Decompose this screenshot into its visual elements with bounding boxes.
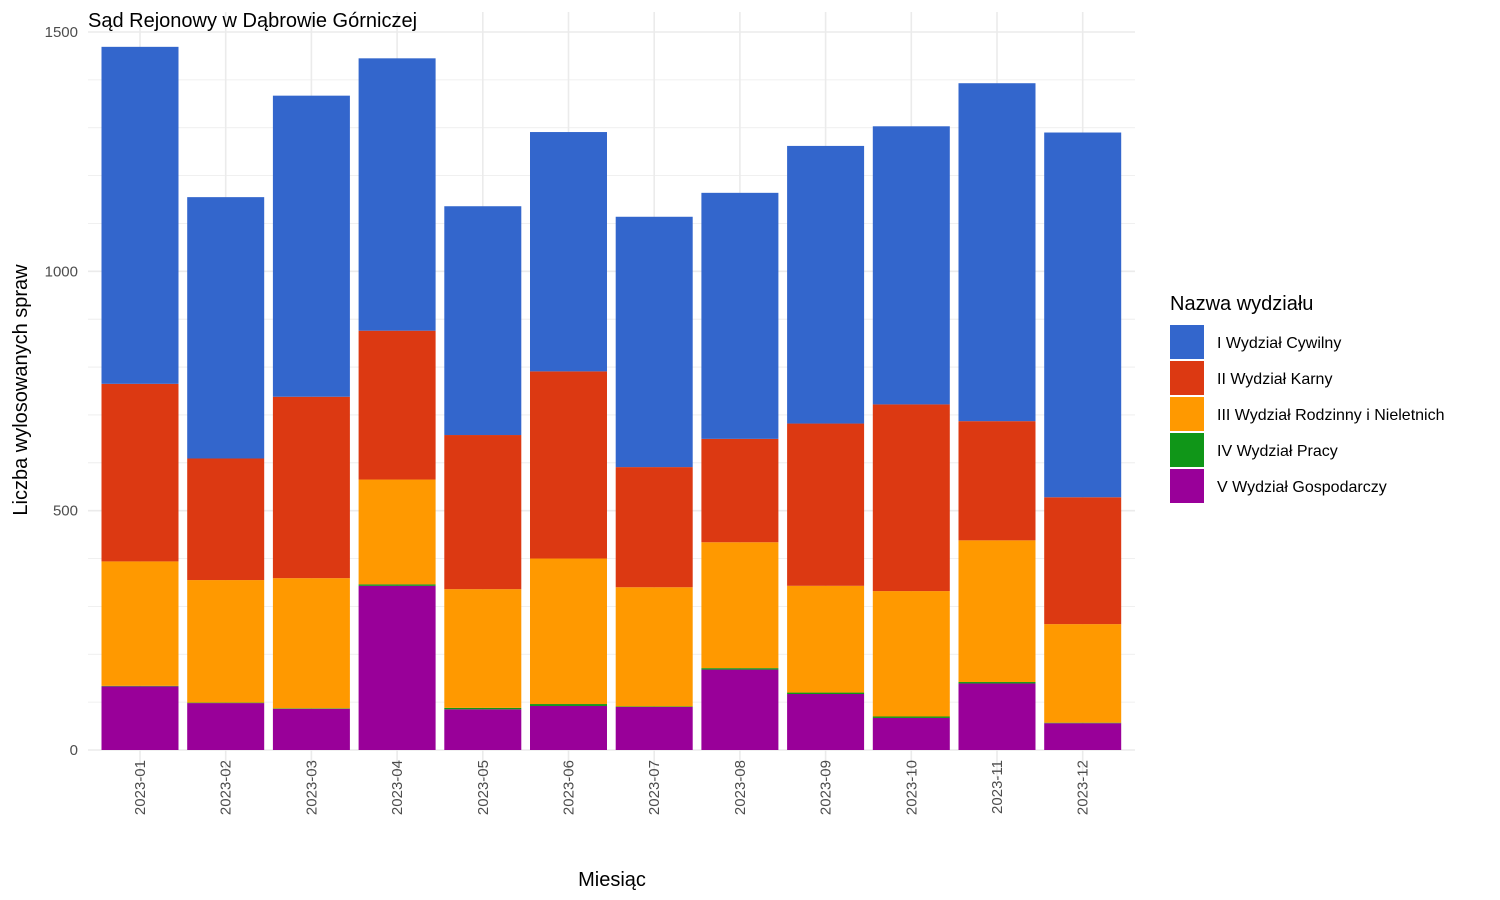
x-tick-label: 2023-12 [1075,760,1092,815]
bar-segment [358,330,436,480]
bar-segment [530,371,607,559]
x-tick-label: 2023-11 [989,760,1006,814]
bar-segment [444,589,522,708]
bar-segment [444,707,522,710]
bar-segment [272,578,350,709]
bar-segment [958,83,1036,422]
legend-swatch [1170,361,1204,395]
bar-segment [358,584,436,586]
bar-segment [272,95,350,397]
bar-segment [872,591,950,717]
bar-segment [787,585,865,693]
bar-segment [530,558,607,705]
bar-segment [615,216,693,468]
legend: Nazwa wydziału I Wydział Cywilny II Wydzi… [1170,293,1445,503]
bar-segment [701,668,779,670]
bar-segment [615,587,693,707]
legend-swatch [1170,433,1204,467]
bar-segment [872,716,950,718]
x-tick-label: 2023-06 [561,760,578,815]
bar-segment [1044,497,1122,625]
bar-segment [615,706,693,750]
chart-title: Sąd Rejonowy w Dąbrowie Górniczej [88,10,417,32]
x-tick-label: 2023-02 [218,760,235,815]
bar-segment [872,404,950,592]
bar-segment [1044,723,1122,750]
bar-segment [101,383,179,562]
y-tick-label: 1000 [45,263,78,280]
y-axis-ticks: 0 500 1000 1500 [45,24,78,759]
bar-segment [787,693,865,750]
bar-segment [872,717,950,750]
bar-segment [872,126,950,405]
bar-segment [787,692,865,694]
bar-segment [187,458,265,581]
bar-segment [272,708,350,750]
bar-segment [1044,624,1122,723]
legend-label: V Wydział Gospodarczy [1217,479,1387,496]
bar-segment [787,145,865,424]
bar-segment [101,46,179,384]
legend-label: I Wydział Cywilny [1217,335,1341,352]
legend-label: III Wydział Rodzinny i Nieletnich [1217,407,1445,424]
y-tick-label: 1500 [45,24,78,41]
bar-segment [958,421,1036,541]
bar-segment [787,423,865,586]
x-tick-label: 2023-08 [732,760,749,815]
bar-segment [272,396,350,579]
bar-segment [615,467,693,588]
x-tick-label: 2023-04 [389,760,406,815]
bar-segment [701,542,779,669]
legend-swatch [1170,397,1204,431]
bar-segment [701,669,779,750]
legend-swatch [1170,469,1204,503]
bar-segment [358,479,436,585]
x-tick-label: 2023-01 [132,760,149,815]
bar-segment [701,438,779,543]
bar-segment [358,58,436,331]
x-tick-label: 2023-03 [303,760,320,815]
y-tick-label: 500 [53,503,78,520]
bar-segment [187,197,265,459]
bar-segment [444,435,522,590]
x-axis-title: Miesiąc [578,869,646,891]
legend-label: IV Wydział Pracy [1217,443,1338,460]
bar-segment [101,561,179,686]
bar-segment [187,580,265,703]
bar-segment [530,132,607,372]
bars [101,46,1122,750]
bar-segment [444,206,522,436]
bar-segment [958,682,1036,684]
x-axis-ticks: 2023-01 2023-02 2023-03 2023-04 2023-05 2023-… [132,760,1092,815]
y-tick-label: 0 [70,742,78,759]
legend-label: II Wydział Karny [1217,371,1332,388]
bar-segment [958,540,1036,683]
x-tick-label: 2023-10 [903,760,920,815]
bar-segment [530,705,607,750]
bar-segment [1044,132,1122,498]
bar-segment [444,709,522,750]
bar-segment [701,192,779,439]
y-axis-title: Liczba wylosowanych spraw [10,264,32,516]
x-tick-label: 2023-05 [475,760,492,815]
bar-segment [530,704,607,706]
legend-swatch [1170,325,1204,359]
x-tick-label: 2023-09 [818,760,835,815]
bar-segment [101,686,179,750]
legend-title: Nazwa wydziału [1170,293,1313,315]
x-tick-label: 2023-07 [646,760,663,815]
bar-segment [187,703,265,750]
bar-segment [358,585,436,750]
bar-segment [958,683,1036,750]
